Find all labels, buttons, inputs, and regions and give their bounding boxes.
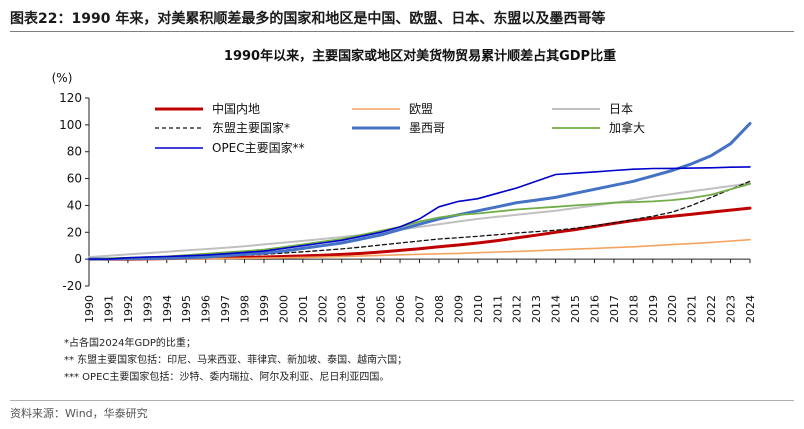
x-tick-label: 2010 (472, 295, 485, 323)
series-line-4 (87, 122, 752, 261)
x-tick-label: 2013 (530, 295, 543, 323)
source-note: 资料来源：Wind，华泰研究 (10, 407, 148, 420)
x-tick-label: 2003 (336, 295, 349, 323)
x-tick-label: 2017 (608, 295, 621, 323)
x-tick-label: 1998 (239, 295, 252, 323)
x-tick-label: 2020 (666, 295, 679, 323)
footnote-2: ** 东盟主要国家包括：印尼、马来西亚、菲律宾、新加坡、泰国、越南六国； (64, 355, 408, 366)
chart-title: 1990年以来，主要国家或地区对美货物贸易累计顺差占其GDP比重 (224, 48, 616, 64)
axes: -20 0 20 40 60 80 100 120 1990 1991 1992 1993 1994 19… (59, 91, 757, 323)
x-tick-label: 2018 (627, 295, 640, 323)
x-tick-label: 2023 (725, 295, 738, 323)
series-line-3 (88, 180, 751, 260)
series-line-6 (88, 166, 751, 260)
x-tick-label: 2012 (511, 295, 524, 323)
x-tick-label: 2019 (647, 295, 660, 323)
footnote-1: *占各国2024年GDP的比重； (64, 338, 196, 349)
figure-title: 图表22：1990 年来，对美累积顺差最多的国家和地区是中国、欧盟、日本、东盟以… (10, 11, 606, 27)
x-tick-label: 2007 (414, 295, 427, 323)
x-tick-label: 1990 (83, 295, 96, 323)
x-tick-label: 1992 (122, 295, 135, 323)
y-tick-label: 20 (67, 225, 82, 239)
x-tick-label: 1994 (161, 295, 174, 323)
title-divider (10, 31, 794, 32)
x-tick-label: 2008 (433, 295, 446, 323)
x-tick-label: 1997 (219, 295, 232, 323)
x-tick-label: 2015 (569, 295, 582, 323)
y-tick-label: 60 (67, 172, 82, 186)
legend-label-4: 墨西哥 (409, 121, 445, 135)
x-tick-label: 2000 (277, 295, 290, 323)
y-tick-label: 100 (59, 118, 82, 132)
x-tick-label: 2011 (491, 295, 504, 323)
x-tick-label: 2002 (316, 295, 329, 323)
x-tick-label: 2009 (452, 295, 465, 323)
x-tick-label: 2006 (394, 295, 407, 323)
series-line-2 (88, 182, 751, 259)
footnote-3: *** OPEC主要国家包括：沙特、委内瑞拉、阿尔及利亚、尼日利亚四国。 (64, 372, 390, 383)
y-tick-label: 0 (74, 252, 82, 266)
legend-label-3: 东盟主要国家* (212, 120, 290, 135)
y-axis-label: (%) (52, 71, 73, 85)
y-tick-label: 120 (59, 91, 82, 105)
series-line-0 (87, 206, 752, 261)
x-tick-label: 1996 (200, 295, 213, 323)
x-tick-label: 2024 (744, 295, 757, 323)
legend-label-2: 日本 (609, 102, 633, 116)
legend-label-6: OPEC主要国家** (212, 140, 305, 155)
x-tick-label: 1999 (258, 295, 271, 323)
legend-label-1: 欧盟 (409, 102, 433, 116)
x-tick-label: 1993 (141, 295, 154, 323)
x-tick-label: 2021 (686, 295, 699, 323)
series-layer (87, 122, 752, 261)
source-divider (10, 400, 794, 401)
series-line-5 (88, 182, 751, 261)
y-tick-label: 80 (67, 145, 82, 159)
line-chart: 1990年以来，主要国家或地区对美货物贸易累计顺差占其GDP比重 (%) -20… (52, 48, 757, 323)
legend-label-5: 加拿大 (609, 120, 645, 135)
x-tick-label: 2022 (705, 295, 718, 323)
x-tick-label: 2016 (588, 295, 601, 323)
x-tick-label: 2014 (550, 295, 563, 323)
x-tick-label: 1991 (102, 295, 115, 323)
x-tick-label: 2004 (355, 295, 368, 323)
x-tick-label: 2005 (375, 295, 388, 323)
legend-label-0: 中国内地 (212, 101, 260, 116)
x-tick-label: 2001 (297, 295, 310, 323)
y-tick-label: 40 (67, 198, 82, 212)
x-tick-label: 1995 (180, 295, 193, 323)
y-tick-label: -20 (62, 279, 82, 293)
